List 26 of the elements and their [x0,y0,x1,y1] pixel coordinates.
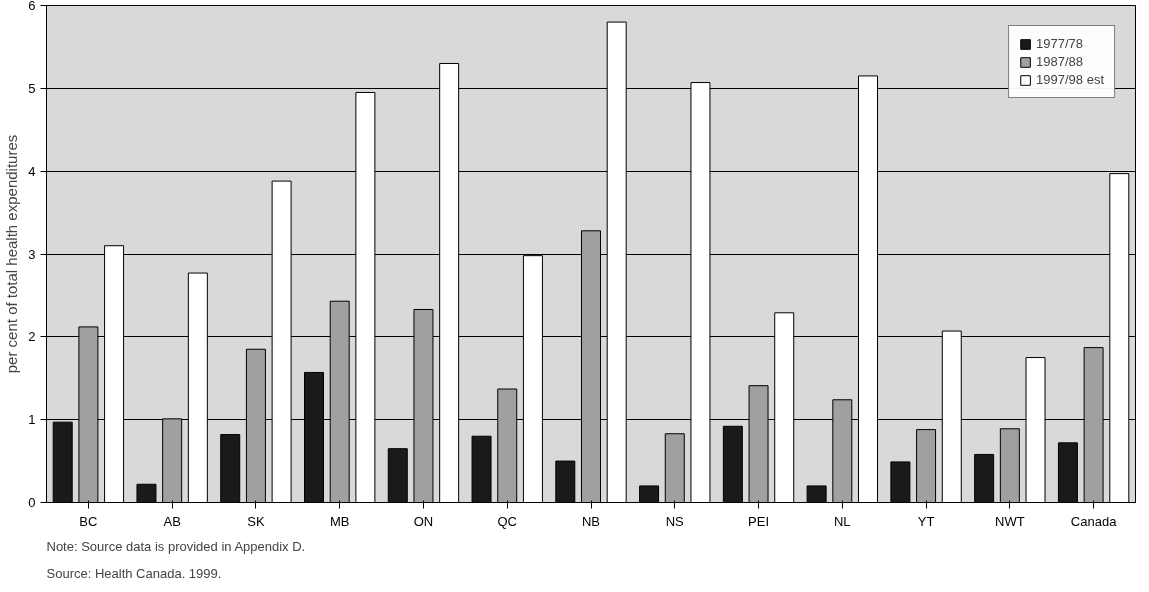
x-tick-label: NL [834,513,851,529]
x-tick-label: Canada [1070,513,1118,529]
x-tick-label: NWT [995,513,1025,529]
legend-label: 1997/98 est [1036,72,1104,87]
x-tick-label: ON [413,513,434,529]
y-tick-label: 4 [28,163,36,179]
x-tick-label: MB [329,513,350,529]
y-tick-label: 1 [28,412,36,428]
legend-label: 1987/88 [1036,54,1084,69]
x-tick-label: YT [917,513,935,529]
y-tick-label: 5 [28,80,36,96]
y-tick-label: 2 [28,329,36,345]
x-tick-label: NS [665,513,685,529]
text: Note: Source data is provided in Appendix D. [46,538,306,554]
y-tick-label: 0 [28,495,36,510]
x-tick-label: BC [79,513,98,529]
x-tick-label: QC [497,513,517,529]
x-tick-label: AB [163,513,181,529]
x-tick-label: SK [247,513,265,529]
x-tick-label: NB [581,513,601,529]
x-tick-label: PEI [748,513,770,529]
y-tick-label: 6 [28,0,36,13]
source-note: Source: Health Canada. 1999. [46,565,222,581]
legend-label: 1977/78 [1036,36,1084,51]
y-tick-label: 3 [28,246,36,262]
y-axis-title: per cent of total health expenditures [3,134,21,374]
